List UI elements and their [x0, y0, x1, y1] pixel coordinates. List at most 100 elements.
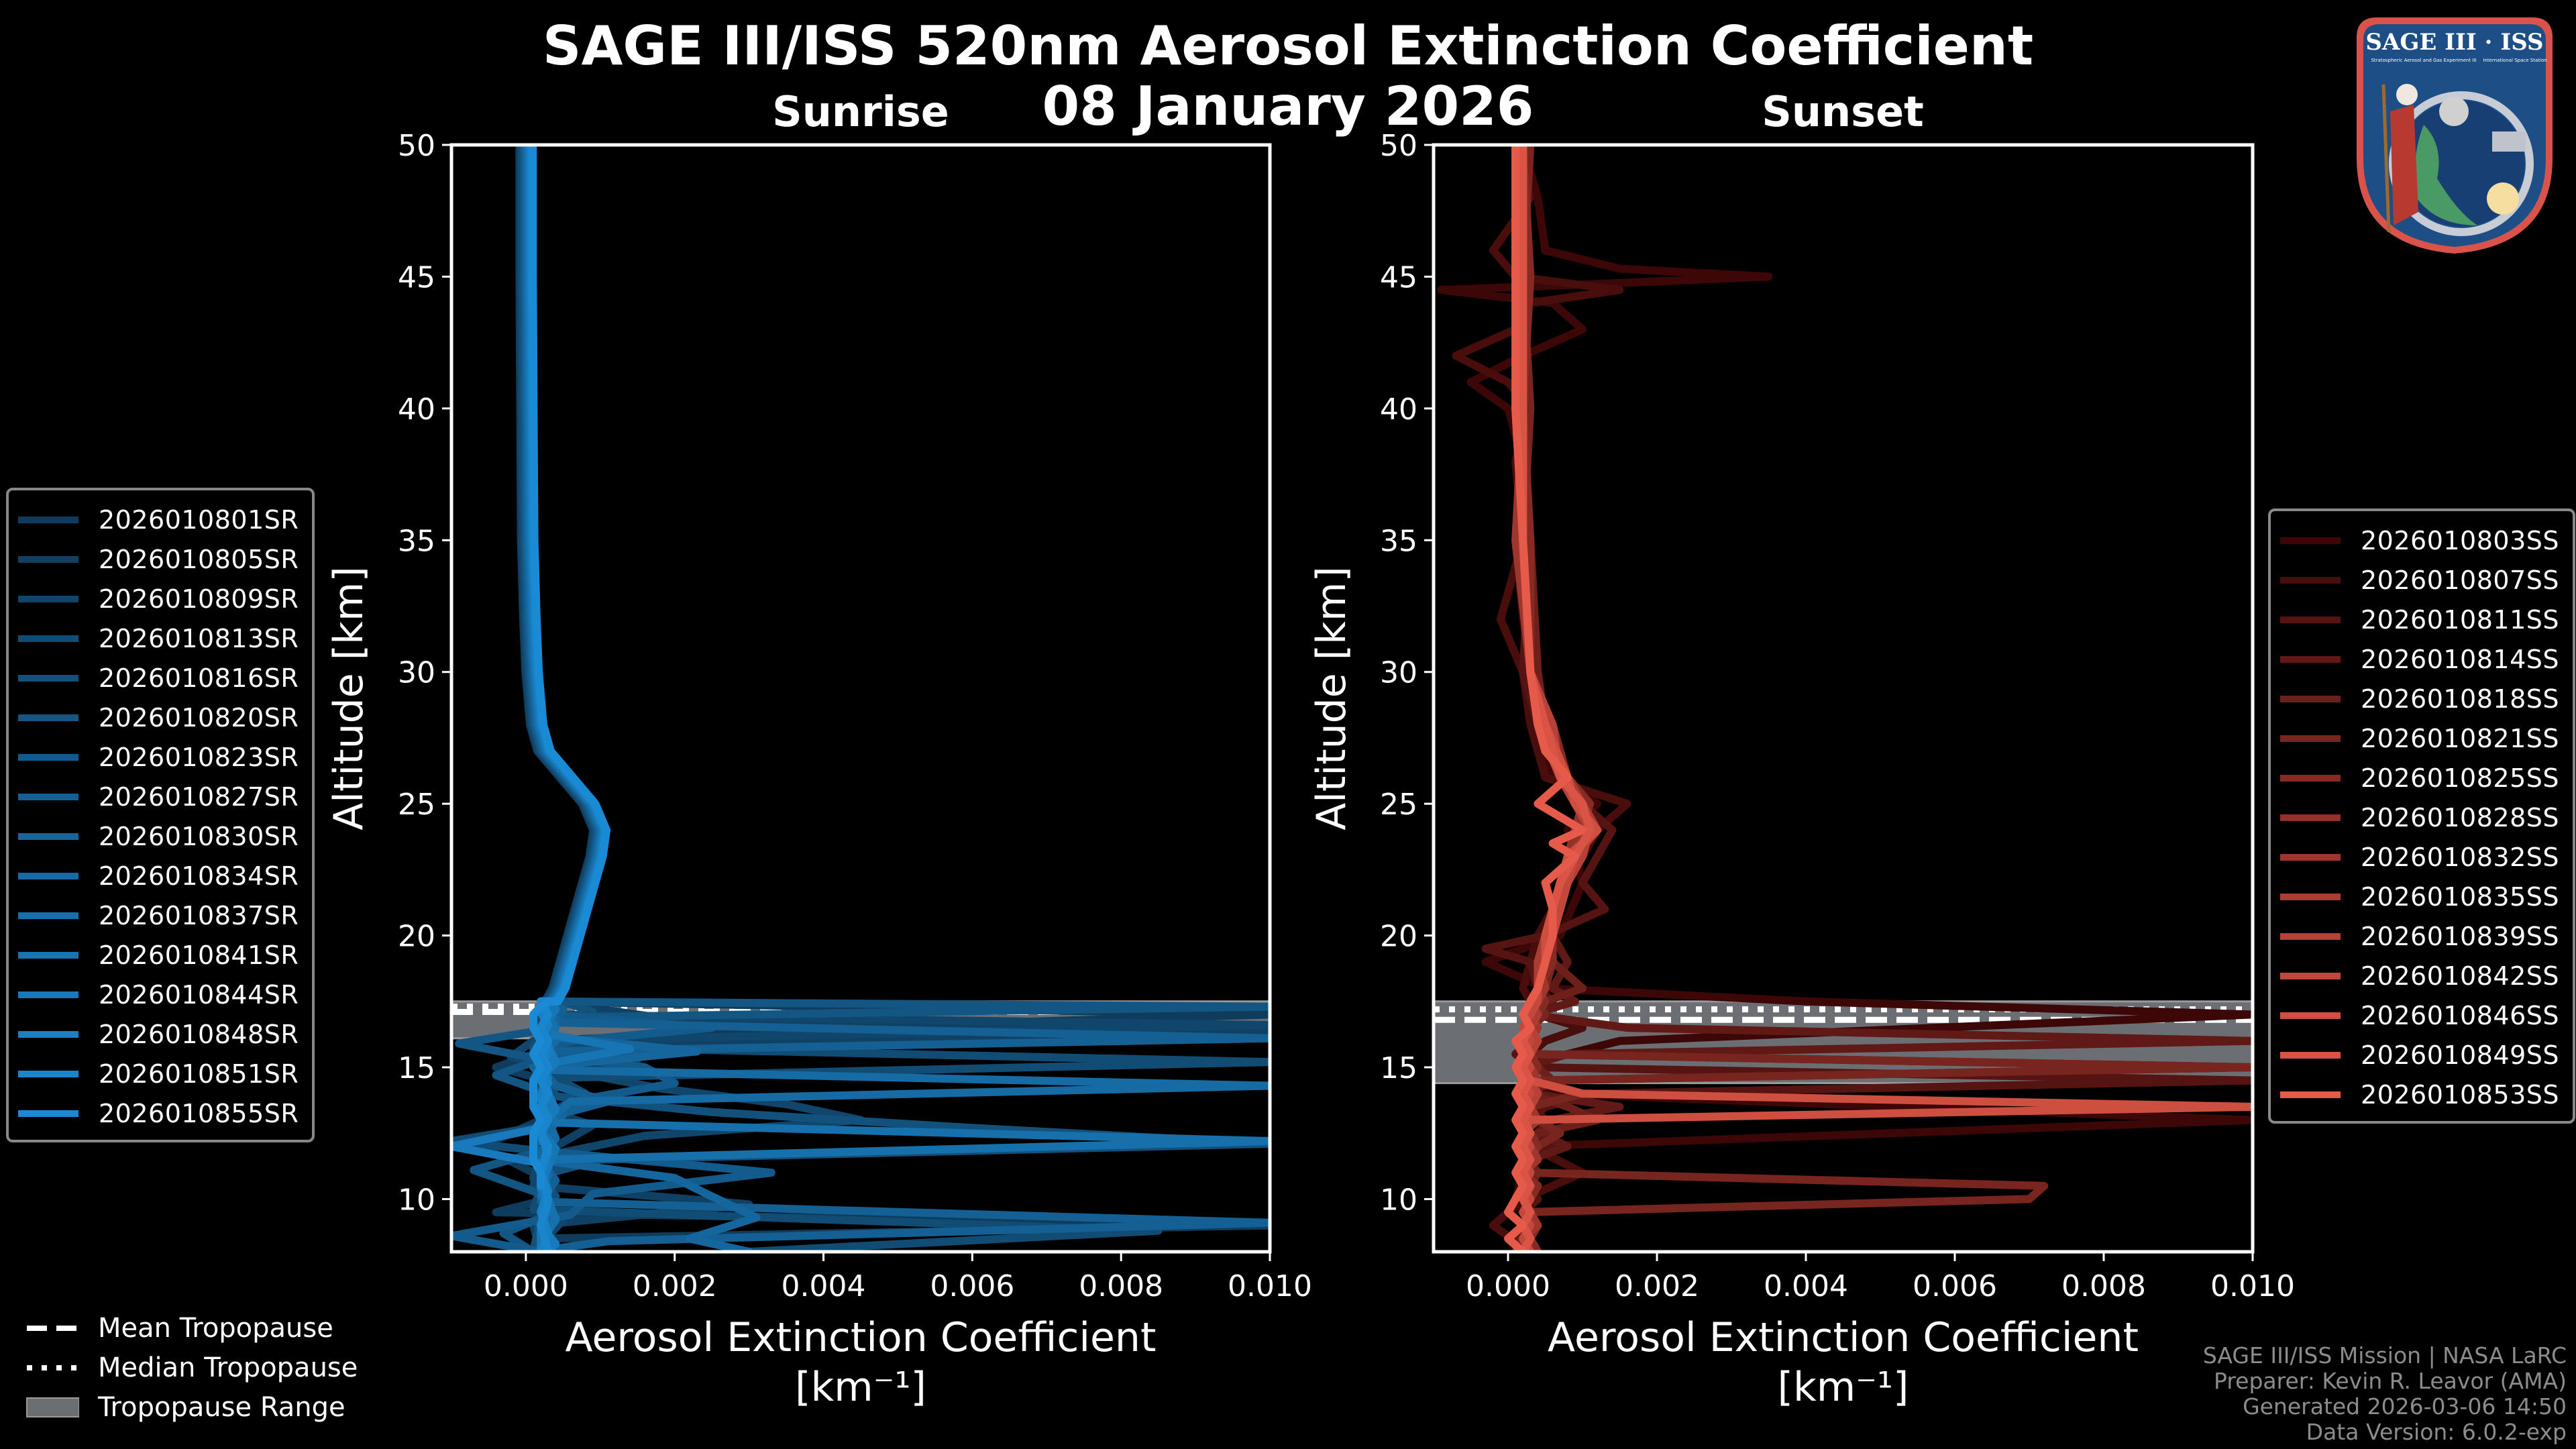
- legend-label: 2026010844SR: [99, 979, 299, 1010]
- legend-label: 2026010811SS: [2361, 604, 2560, 635]
- x-tick-label: 0.010: [1228, 1269, 1312, 1303]
- y-axis-label: Altitude [km]: [325, 566, 372, 830]
- y-tick-label: 40: [398, 392, 435, 427]
- legend-label: 2026010848SR: [99, 1019, 299, 1049]
- legend-swatch: [18, 635, 78, 642]
- y-tick-label: 45: [398, 260, 435, 294]
- legend-item: 2026010809SR: [18, 579, 299, 619]
- legend-item: 2026010825SS: [2280, 758, 2559, 798]
- legend-swatch: [18, 951, 78, 959]
- legend-label: 2026010813SR: [99, 623, 299, 653]
- logo-iss-icon: [2492, 131, 2526, 152]
- legend-item: 2026010814SS: [2280, 639, 2559, 679]
- sunrise-legend: 2026010801SR 2026010805SR 2026010809SR 2026…: [6, 488, 315, 1142]
- legend-item: 2026010821SS: [2280, 718, 2559, 758]
- legend-label: 2026010834SR: [99, 861, 299, 891]
- x-tick-label: 0.006: [930, 1269, 1014, 1303]
- legend-item: 2026010801SR: [18, 500, 299, 539]
- legend-item: 2026010830SR: [18, 816, 299, 856]
- legend-item: 2026010846SS: [2280, 996, 2559, 1035]
- legend-swatch: [2280, 695, 2341, 702]
- series-line-2026010811SS: [1481, 145, 2253, 1252]
- legend-swatch: [2280, 537, 2341, 544]
- legend-item: 2026010832SS: [2280, 837, 2559, 877]
- legend-label: 2026010832SS: [2361, 842, 2560, 872]
- legend-swatch: [2280, 1012, 2341, 1019]
- dotted-line-icon: [27, 1364, 79, 1371]
- legend-swatch: [2280, 576, 2341, 584]
- legend-item: 2026010844SR: [18, 975, 299, 1014]
- legend-label: Median Tropopause: [98, 1352, 358, 1383]
- legend-item: 2026010823SR: [18, 737, 299, 777]
- sunset-legend: 2026010803SS 2026010807SS 2026010811SS 2026…: [2268, 508, 2576, 1124]
- range-band-icon: [26, 1397, 79, 1417]
- legend-swatch: [18, 833, 78, 840]
- legend-item: 2026010816SR: [18, 658, 299, 698]
- series-line-2026010853SS: [1504, 145, 1587, 1252]
- legend-item: 2026010828SS: [2280, 798, 2559, 837]
- legend-item: 2026010805SR: [18, 539, 299, 579]
- chart-date: 08 January 2026: [1042, 75, 1534, 138]
- y-tick-label: 15: [1380, 1051, 1417, 1085]
- legend-label: 2026010841SR: [99, 940, 299, 970]
- legend-item: 2026010807SS: [2280, 560, 2559, 600]
- legend-median-tropopause: Median Tropopause: [23, 1348, 358, 1387]
- legend-swatch: [2280, 814, 2341, 821]
- legend-swatch: [2280, 1051, 2341, 1059]
- tropopause-legend: Mean Tropopause Median Tropopause Tropop…: [23, 1308, 358, 1427]
- legend-item: 2026010803SS: [2280, 521, 2559, 560]
- legend-label: Mean Tropopause: [98, 1312, 333, 1344]
- dashed-line-icon: [27, 1325, 79, 1331]
- legend-label: 2026010805SR: [99, 544, 299, 574]
- y-tick-label: 25: [398, 788, 435, 822]
- legend-label: 2026010837SR: [99, 900, 299, 930]
- legend-label: 2026010803SS: [2361, 525, 2560, 555]
- legend-label: 2026010823SR: [99, 742, 299, 772]
- logo-subtitle-right: International Space Station: [2483, 58, 2546, 63]
- legend-swatch: [18, 1110, 78, 1117]
- x-tick-label: 0.000: [1466, 1269, 1550, 1303]
- x-axis-units: [km⁻¹]: [795, 1364, 926, 1411]
- legend-swatch: [2280, 853, 2341, 861]
- legend-label: 2026010842SS: [2361, 961, 2560, 991]
- legend-swatch: [18, 1070, 78, 1077]
- y-tick-label: 25: [1380, 788, 1417, 822]
- logo-sun-icon: [2487, 182, 2519, 215]
- legend-tropopause-range: Tropopause Range: [23, 1387, 358, 1427]
- legend-swatch: [18, 555, 78, 563]
- legend-label: 2026010846SS: [2361, 1000, 2560, 1030]
- axes-frame: [1432, 143, 2255, 1254]
- legend-swatch: [2280, 1091, 2341, 1098]
- legend-label: 2026010851SR: [99, 1059, 299, 1089]
- axes-frame: [449, 143, 1272, 1254]
- legend-label: 2026010839SS: [2361, 921, 2560, 951]
- y-tick-label: 50: [398, 129, 435, 163]
- legend-swatch: [18, 1030, 78, 1038]
- legend-item: 2026010813SR: [18, 619, 299, 658]
- legend-swatch: [18, 793, 78, 800]
- chart-title: SAGE III/ISS 520nm Aerosol Extinction Co…: [542, 15, 2034, 77]
- y-tick-label: 10: [398, 1183, 435, 1217]
- credit-generated: Generated 2026-03-06 14:50: [2243, 1393, 2567, 1419]
- legend-label: 2026010827SR: [99, 782, 299, 812]
- x-tick-label: 0.002: [633, 1269, 717, 1303]
- logo-moon-icon: [2439, 97, 2469, 126]
- sunset-axes: 10 15 20 25 30 35 40 45 50 0.000 0.002 0.004 0.006 0.…: [1308, 129, 2295, 1411]
- legend-swatch: [18, 872, 78, 879]
- logo-staff-icon: [2381, 84, 2391, 233]
- y-tick-label: 50: [1380, 129, 1417, 163]
- y-axis-label: Altitude [km]: [1308, 566, 1355, 830]
- sunset-panel-title: Sunset: [1762, 87, 1924, 136]
- y-tick-label: 10: [1380, 1183, 1417, 1217]
- legend-label: 2026010835SS: [2361, 881, 2560, 912]
- x-tick-label: 0.000: [484, 1269, 568, 1303]
- series-lines: [451, 145, 1270, 1252]
- legend-item: 2026010849SS: [2280, 1035, 2559, 1075]
- legend-swatch: [2280, 735, 2341, 742]
- legend-item: 2026010835SS: [2280, 877, 2559, 916]
- y-tick-label: 15: [398, 1051, 435, 1085]
- legend-swatch: [18, 714, 78, 721]
- sunrise-panel-title: Sunrise: [772, 87, 949, 136]
- legend-label: 2026010855SR: [99, 1098, 299, 1128]
